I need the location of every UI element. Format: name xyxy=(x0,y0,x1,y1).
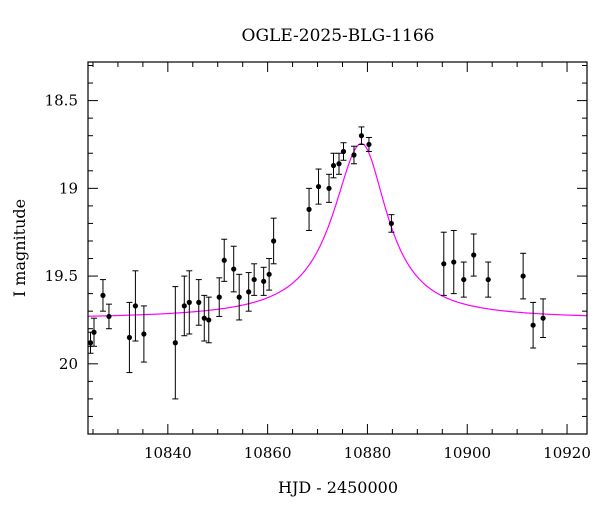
point-marker xyxy=(181,303,187,309)
y-axis-label: I magnitude xyxy=(10,199,29,297)
data-point xyxy=(540,298,547,338)
point-marker xyxy=(340,148,347,155)
point-marker xyxy=(201,315,207,321)
data-point xyxy=(221,238,228,282)
data-point xyxy=(195,279,202,326)
data-point xyxy=(520,252,527,300)
point-marker xyxy=(186,299,192,305)
point-marker xyxy=(530,322,536,328)
data-point xyxy=(99,279,106,312)
data-point xyxy=(201,294,208,342)
point-marker xyxy=(315,183,322,190)
x-tick-label: 10860 xyxy=(244,444,292,462)
point-marker xyxy=(330,162,337,169)
chart-title: OGLE-2025-BLG-1166 xyxy=(242,26,435,46)
point-marker xyxy=(485,276,491,283)
data-point xyxy=(388,214,395,233)
plot-area xyxy=(87,126,588,400)
data-point xyxy=(90,317,97,347)
point-marker xyxy=(126,334,133,341)
point-marker xyxy=(366,141,372,148)
data-point xyxy=(350,145,357,165)
data-point xyxy=(205,296,212,344)
point-marker xyxy=(351,152,357,158)
x-tick-label: 10900 xyxy=(443,444,491,462)
point-marker xyxy=(271,238,277,244)
y-tick-label: 19.5 xyxy=(45,267,78,285)
x-tick-label: 10880 xyxy=(344,444,392,462)
point-marker xyxy=(196,299,202,305)
point-marker xyxy=(141,331,147,337)
point-marker xyxy=(336,161,342,167)
point-marker xyxy=(87,340,94,346)
y-tick-label: 18.5 xyxy=(45,92,78,110)
point-marker xyxy=(520,273,526,279)
point-marker xyxy=(251,276,257,283)
point-marker xyxy=(326,185,332,191)
point-marker xyxy=(540,315,546,321)
point-marker xyxy=(461,276,467,283)
x-tick-label: 10840 xyxy=(144,444,192,462)
data-point xyxy=(270,217,277,265)
point-marker xyxy=(388,220,394,227)
point-marker xyxy=(91,329,97,335)
point-marker xyxy=(106,313,112,320)
point-marker xyxy=(221,257,227,263)
data-point xyxy=(105,303,112,330)
data-point xyxy=(470,233,477,277)
point-marker xyxy=(451,259,457,265)
data-point xyxy=(340,142,347,161)
point-marker xyxy=(471,252,477,258)
tick-labels: 10840 10860 10880 10900 10920 18.5 19 19.5 20 xyxy=(45,92,591,462)
data-point xyxy=(181,275,188,337)
data-point xyxy=(530,301,537,349)
data-point xyxy=(306,187,313,231)
axis-ticks xyxy=(88,62,587,435)
point-marker xyxy=(441,261,447,267)
data-point xyxy=(266,258,273,291)
data-point xyxy=(172,286,179,400)
y-tick-label: 20 xyxy=(59,355,78,373)
point-marker xyxy=(231,266,237,272)
data-point xyxy=(440,231,447,296)
y-tick-label: 19 xyxy=(59,179,78,197)
data-point xyxy=(330,152,337,179)
data-point xyxy=(236,273,243,321)
data-point xyxy=(132,270,139,342)
data-point xyxy=(251,263,258,296)
data-point xyxy=(450,229,457,295)
point-marker xyxy=(246,289,252,295)
point-marker xyxy=(216,294,222,300)
x-axis-label: HJD - 2450000 xyxy=(278,478,398,497)
data-point xyxy=(245,272,252,312)
data-point xyxy=(365,136,372,152)
point-marker xyxy=(172,340,178,346)
point-marker xyxy=(306,206,312,212)
data-point xyxy=(460,261,467,298)
data-point xyxy=(335,152,342,175)
x-tick-label: 10920 xyxy=(543,444,591,462)
data-point xyxy=(485,261,492,298)
data-point xyxy=(315,168,322,205)
data-point xyxy=(326,173,333,203)
data-point xyxy=(260,266,267,296)
point-marker xyxy=(358,133,365,139)
data-point xyxy=(216,277,223,317)
data-point xyxy=(140,305,147,363)
plot-frame xyxy=(87,61,588,435)
data-point xyxy=(126,301,133,374)
point-marker xyxy=(100,292,106,298)
point-marker xyxy=(266,271,272,277)
point-marker xyxy=(206,317,212,323)
data-point xyxy=(186,270,193,335)
model-curve xyxy=(87,142,588,317)
point-marker xyxy=(132,303,139,309)
point-marker xyxy=(261,278,267,284)
data-point xyxy=(230,245,237,293)
data-point xyxy=(358,126,365,145)
point-marker xyxy=(236,294,242,300)
